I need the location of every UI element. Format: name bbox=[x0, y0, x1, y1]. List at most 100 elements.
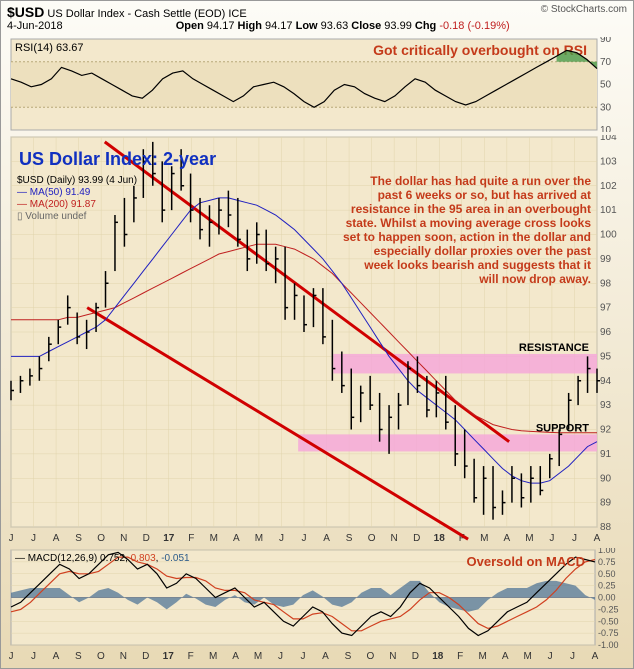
svg-text:93: 93 bbox=[600, 400, 612, 411]
svg-text:100: 100 bbox=[600, 230, 617, 241]
svg-text:A: A bbox=[53, 651, 60, 662]
chg-value: -0.18 (-0.19%) bbox=[439, 20, 509, 32]
close-value: 93.99 bbox=[384, 20, 412, 32]
svg-text:— MA(200) 91.87: — MA(200) 91.87 bbox=[17, 199, 96, 210]
svg-text:M: M bbox=[255, 533, 263, 544]
svg-text:102: 102 bbox=[600, 181, 617, 192]
chart-date: 4-Jun-2018 bbox=[7, 20, 63, 32]
svg-text:RESISTANCE: RESISTANCE bbox=[519, 342, 589, 354]
svg-text:18: 18 bbox=[434, 533, 446, 544]
ticker-symbol: $USD bbox=[7, 4, 44, 20]
svg-text:— MA(50) 91.49: — MA(50) 91.49 bbox=[17, 187, 91, 198]
svg-text:— MACD(12,26,9) 0.752, 0.803,: — MACD(12,26,9) 0.752, 0.803, -0.051 bbox=[15, 553, 190, 564]
svg-text:will now drop away.: will now drop away. bbox=[478, 272, 591, 286]
svg-text:US Dollar Index: 2-year: US Dollar Index: 2-year bbox=[19, 149, 216, 169]
svg-text:J: J bbox=[278, 651, 283, 662]
svg-text:state. Whilst a moving average: state. Whilst a moving average cross loo… bbox=[346, 216, 592, 230]
svg-text:F: F bbox=[188, 533, 194, 544]
svg-text:J: J bbox=[301, 651, 306, 662]
svg-text:M: M bbox=[210, 533, 218, 544]
svg-text:O: O bbox=[97, 651, 105, 662]
svg-text:90: 90 bbox=[600, 37, 612, 45]
svg-text:A: A bbox=[504, 533, 511, 544]
svg-text:S: S bbox=[346, 533, 353, 544]
svg-text:0.00: 0.00 bbox=[598, 593, 616, 603]
svg-text:0.75: 0.75 bbox=[598, 557, 616, 567]
svg-text:91: 91 bbox=[600, 449, 612, 460]
svg-text:N: N bbox=[389, 651, 396, 662]
price-panel: 888990919293949596979899100101102103104J… bbox=[9, 135, 627, 545]
svg-text:M: M bbox=[525, 533, 533, 544]
svg-text:S: S bbox=[345, 651, 352, 662]
svg-text:week looks bearish and suggest: week looks bearish and suggests that it bbox=[363, 258, 591, 272]
low-label: Low bbox=[296, 20, 318, 32]
svg-text:J: J bbox=[31, 533, 36, 544]
svg-text:104: 104 bbox=[600, 135, 617, 143]
svg-text:-1.00: -1.00 bbox=[598, 640, 619, 650]
svg-text:J: J bbox=[572, 533, 577, 544]
svg-text:18: 18 bbox=[432, 651, 444, 662]
macd-panel: -1.00-0.75-0.50-0.250.000.250.500.751.00… bbox=[9, 548, 627, 663]
svg-text:N: N bbox=[391, 533, 398, 544]
svg-text:90: 90 bbox=[600, 473, 612, 484]
svg-text:D: D bbox=[142, 651, 149, 662]
svg-text:A: A bbox=[232, 651, 239, 662]
svg-text:O: O bbox=[366, 651, 374, 662]
svg-text:M: M bbox=[479, 651, 487, 662]
svg-text:D: D bbox=[412, 651, 419, 662]
svg-text:88: 88 bbox=[600, 522, 612, 533]
svg-text:A: A bbox=[53, 533, 60, 544]
svg-text:17: 17 bbox=[163, 533, 175, 544]
svg-text:50: 50 bbox=[600, 80, 612, 91]
source-attribution: © StockCharts.com bbox=[541, 4, 627, 15]
svg-text:J: J bbox=[548, 651, 553, 662]
svg-text:D: D bbox=[413, 533, 420, 544]
open-value: 94.17 bbox=[207, 20, 235, 32]
svg-text:A: A bbox=[502, 651, 509, 662]
svg-text:1.00: 1.00 bbox=[598, 548, 616, 555]
svg-text:past 6 weeks or so, but has ar: past 6 weeks or so, but has arrived at bbox=[378, 188, 591, 202]
svg-text:95: 95 bbox=[600, 351, 612, 362]
svg-text:30: 30 bbox=[600, 102, 612, 113]
svg-text:Oversold on MACD: Oversold on MACD bbox=[467, 554, 585, 569]
svg-text:O: O bbox=[97, 533, 105, 544]
svg-text:set to happen soon, action in: set to happen soon, action in the dollar… bbox=[343, 230, 591, 244]
svg-text:J: J bbox=[549, 533, 554, 544]
svg-text:RSI(14) 63.67: RSI(14) 63.67 bbox=[15, 42, 84, 54]
svg-text:17: 17 bbox=[163, 651, 175, 662]
svg-text:S: S bbox=[75, 533, 82, 544]
svg-text:-0.25: -0.25 bbox=[598, 604, 619, 614]
svg-text:-0.75: -0.75 bbox=[598, 628, 619, 638]
svg-text:A: A bbox=[323, 533, 330, 544]
svg-text:Got critically overbought on R: Got critically overbought on RSI bbox=[373, 42, 587, 58]
svg-text:S: S bbox=[75, 651, 82, 662]
svg-text:N: N bbox=[120, 651, 127, 662]
header: $USD US Dollar Index - Cash Settle (EOD)… bbox=[1, 1, 633, 35]
svg-text:A: A bbox=[233, 533, 240, 544]
high-value: 94.17 bbox=[265, 20, 293, 32]
svg-text:▯ Volume undef: ▯ Volume undef bbox=[17, 211, 87, 222]
svg-text:J: J bbox=[9, 533, 14, 544]
svg-text:D: D bbox=[143, 533, 150, 544]
svg-text:10: 10 bbox=[600, 125, 612, 132]
svg-text:O: O bbox=[368, 533, 376, 544]
svg-text:resistance in the 95 area in a: resistance in the 95 area in an overboug… bbox=[351, 202, 591, 216]
svg-text:M: M bbox=[480, 533, 488, 544]
svg-text:J: J bbox=[302, 533, 307, 544]
svg-text:N: N bbox=[120, 533, 127, 544]
svg-text:$USD (Daily) 93.99 (4 Jun): $USD (Daily) 93.99 (4 Jun) bbox=[17, 175, 137, 186]
svg-text:89: 89 bbox=[600, 498, 612, 509]
svg-text:The dollar has had quite a run: The dollar has had quite a run over the bbox=[370, 174, 591, 188]
svg-text:F: F bbox=[188, 651, 194, 662]
svg-text:98: 98 bbox=[600, 278, 612, 289]
svg-text:J: J bbox=[31, 651, 36, 662]
svg-text:0.50: 0.50 bbox=[598, 569, 616, 579]
svg-text:103: 103 bbox=[600, 156, 617, 167]
svg-text:-0.50: -0.50 bbox=[598, 616, 619, 626]
svg-text:96: 96 bbox=[600, 327, 612, 338]
svg-text:J: J bbox=[570, 651, 575, 662]
svg-text:A: A bbox=[322, 651, 329, 662]
svg-text:97: 97 bbox=[600, 303, 612, 314]
svg-text:92: 92 bbox=[600, 425, 612, 436]
chart-container: $USD US Dollar Index - Cash Settle (EOD)… bbox=[0, 0, 634, 669]
